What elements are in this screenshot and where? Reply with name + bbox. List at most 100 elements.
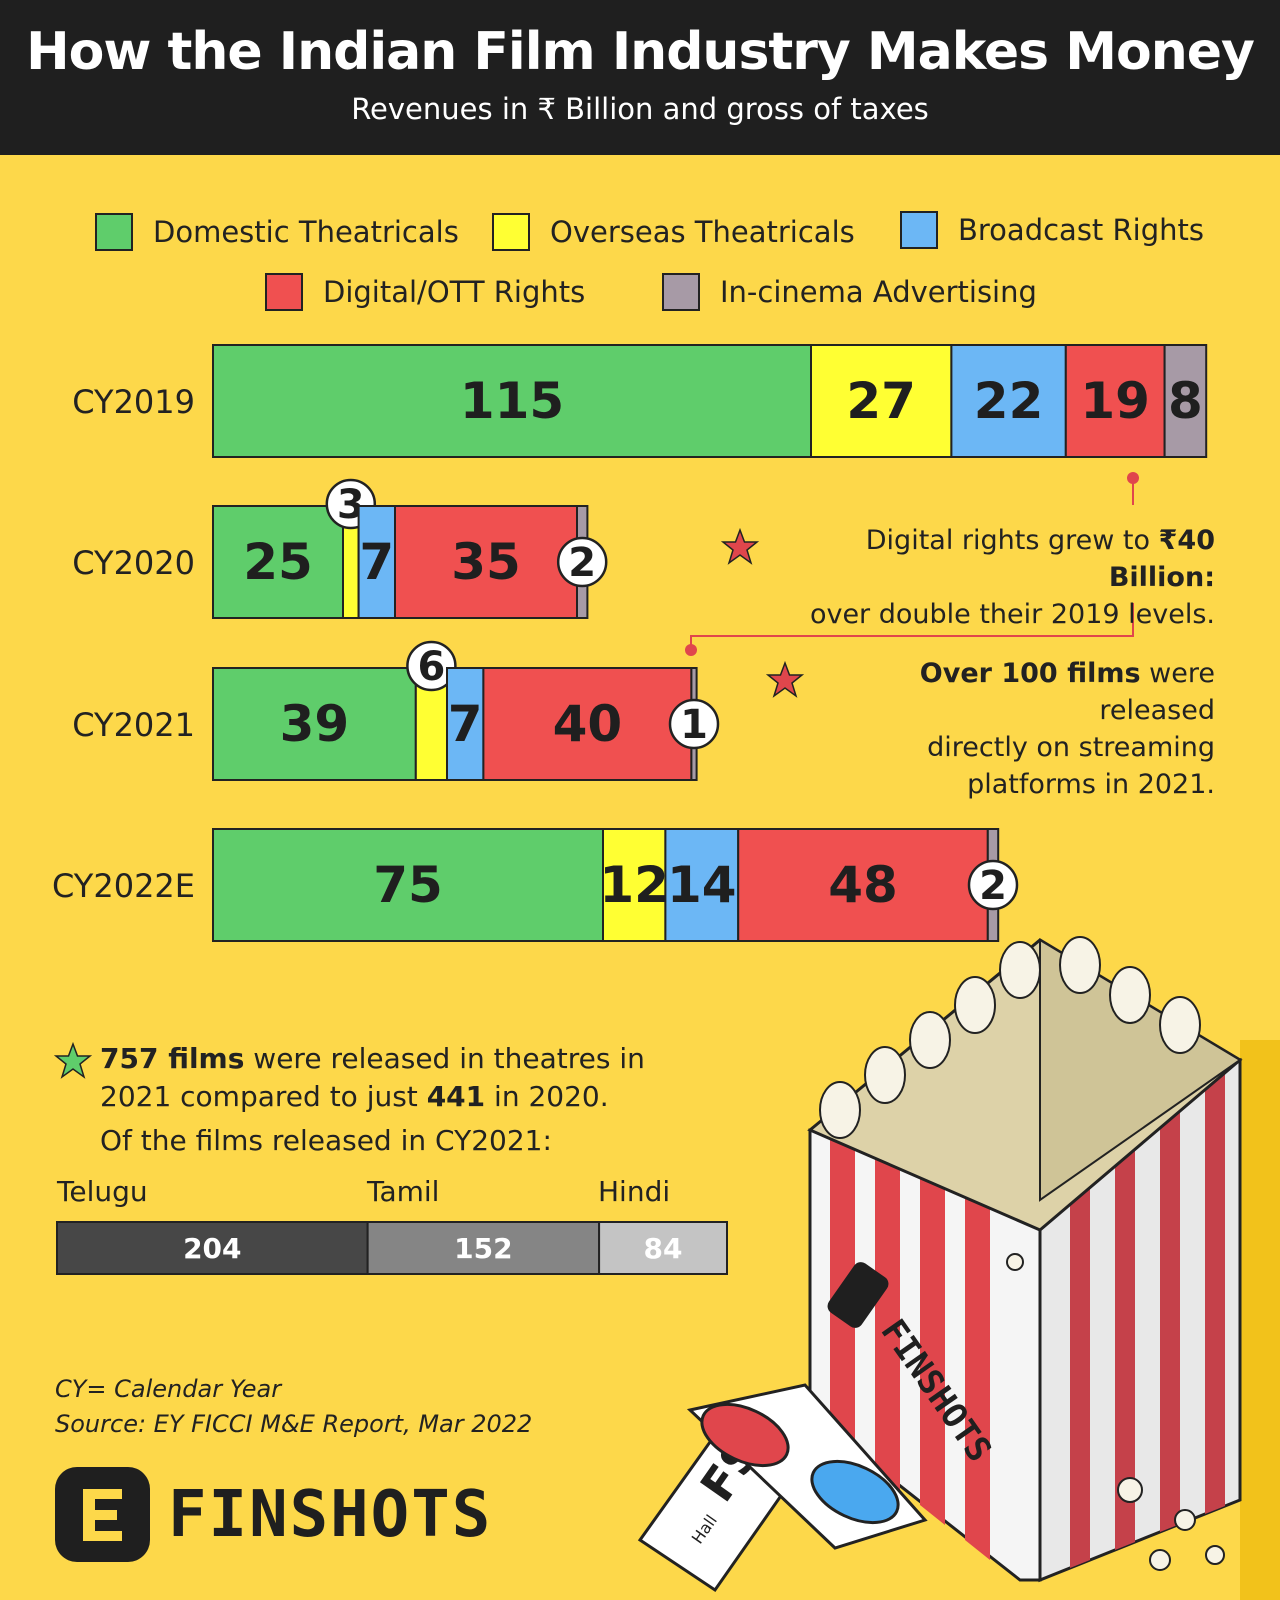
legend-swatch xyxy=(492,213,530,251)
popcorn-kernels xyxy=(1006,1253,1225,1571)
brand-logo: FINSHOTS xyxy=(55,1467,492,1562)
bar-segment xyxy=(664,828,740,942)
note-text: were released in theatres in xyxy=(244,1042,645,1075)
language-bar-segment xyxy=(56,1221,369,1275)
bar-segment xyxy=(1064,344,1166,458)
data-label-badge xyxy=(556,536,608,588)
note-text: Digital rights grew to xyxy=(865,525,1159,556)
note-text: over double their 2019 levels. xyxy=(809,599,1215,630)
logo-mark-icon xyxy=(827,1262,889,1328)
star-icon xyxy=(53,1041,93,1079)
data-label: 35 xyxy=(451,533,521,591)
bar-segment xyxy=(212,667,417,781)
data-label: 48 xyxy=(828,856,898,914)
language-bar-segment xyxy=(598,1221,728,1275)
footnote: CY= Calendar Year Source: EY FICCI M&E R… xyxy=(55,1372,532,1442)
data-label: 2 xyxy=(979,863,1007,909)
legend-item-advertising: In-cinema Advertising xyxy=(662,270,1037,314)
language-value-label: 152 xyxy=(454,1232,512,1265)
bar-segment xyxy=(602,828,667,942)
data-label-badge xyxy=(668,698,720,750)
data-label: 14 xyxy=(667,856,737,914)
category-label: CY2020 xyxy=(72,544,195,582)
data-label: 25 xyxy=(243,533,313,591)
bar-segment xyxy=(482,667,693,781)
star-icon xyxy=(720,527,760,565)
legend-item-domestic: Domestic Theatricals xyxy=(95,210,459,254)
popcorn-box-illustration: FINSHOTS FS Hall xyxy=(637,936,1280,1600)
note-bold: ₹40 Billion: xyxy=(1108,525,1215,593)
data-label: 12 xyxy=(599,856,669,914)
note-text: 2021 compared to just xyxy=(100,1080,427,1113)
bar-segment xyxy=(394,505,578,619)
bar-segment xyxy=(1163,344,1208,458)
legend-item-overseas: Overseas Theatricals xyxy=(492,210,855,254)
category-label: CY2022E xyxy=(52,867,195,905)
annotation-connectors xyxy=(685,472,1139,656)
data-label: 40 xyxy=(553,695,623,753)
note-text: platforms in 2021. xyxy=(967,769,1215,800)
data-label: 75 xyxy=(373,856,443,914)
bar-segment xyxy=(212,828,604,942)
legend-label: Broadcast Rights xyxy=(958,213,1204,247)
data-label: 2 xyxy=(568,540,596,586)
language-value-label: 204 xyxy=(183,1232,241,1265)
brand-mark-icon xyxy=(55,1467,150,1562)
legend-label: Domestic Theatricals xyxy=(153,215,459,249)
note-text: directly on streaming xyxy=(927,732,1215,763)
data-label: 39 xyxy=(280,695,350,753)
lang-label-hindi: Hindi xyxy=(598,1175,671,1208)
data-label: 115 xyxy=(460,372,564,430)
note-bold: 757 films xyxy=(100,1042,245,1075)
data-label-badge xyxy=(967,859,1019,911)
footnote-line: CY= Calendar Year xyxy=(55,1375,282,1403)
data-label: 22 xyxy=(974,372,1044,430)
data-label: 8 xyxy=(1168,372,1203,430)
legend-swatch xyxy=(662,273,700,311)
legend-swatch xyxy=(900,211,938,249)
category-label: CY2021 xyxy=(72,706,195,744)
data-label: 1 xyxy=(680,702,708,748)
header: How the Indian Film Industry Makes Money… xyxy=(0,0,1280,155)
legend-label: Overseas Theatricals xyxy=(550,215,855,249)
data-label: 19 xyxy=(1080,372,1150,430)
footnote-line: Source: EY FICCI M&E Report, Mar 2022 xyxy=(55,1410,533,1438)
data-label: 6 xyxy=(417,644,445,690)
digital-rights-note: Digital rights grew to ₹40 Billion: over… xyxy=(765,522,1215,633)
connector-dot xyxy=(685,644,697,656)
data-label-badge xyxy=(406,640,457,692)
legend-label: Digital/OTT Rights xyxy=(323,275,586,309)
data-label: 27 xyxy=(846,372,916,430)
language-bar-segment xyxy=(366,1221,601,1275)
streaming-note: Over 100 films were released directly on… xyxy=(810,655,1215,803)
bar-segment xyxy=(212,344,812,458)
data-label: 7 xyxy=(448,695,483,753)
star-icon xyxy=(765,660,805,698)
category-label: CY2019 xyxy=(72,383,195,421)
connector-dot xyxy=(1127,472,1139,484)
legend-item-broadcast: Broadcast Rights xyxy=(900,208,1204,252)
legend-swatch xyxy=(95,213,133,251)
page-title: How the Indian Film Industry Makes Money xyxy=(26,22,1255,82)
bar-segment xyxy=(950,344,1067,458)
data-label: 7 xyxy=(359,533,394,591)
lang-label-telugu: Telugu xyxy=(57,1175,148,1208)
note-text: were released xyxy=(1099,658,1215,726)
note-bold: 441 xyxy=(426,1080,486,1113)
3d-glasses-icon xyxy=(686,1383,928,1550)
connector-line xyxy=(690,603,1134,650)
legend-item-digital: Digital/OTT Rights xyxy=(265,270,585,314)
theatre-note: 757 films were released in theatres in 2… xyxy=(100,1040,700,1160)
note-bold: Over 100 films xyxy=(919,658,1141,689)
lang-label-tamil: Tamil xyxy=(367,1175,440,1208)
legend-swatch xyxy=(265,273,303,311)
note-text: in 2020. xyxy=(485,1080,609,1113)
bar-segment xyxy=(212,505,344,619)
language-value-label: 84 xyxy=(644,1232,683,1265)
note-text: Of the films released in CY2021: xyxy=(100,1124,552,1157)
page-subtitle: Revenues in ₹ Billion and gross of taxes xyxy=(351,92,929,126)
brand-name: FINSHOTS xyxy=(168,1477,493,1552)
bar-segment xyxy=(737,828,989,942)
legend-label: In-cinema Advertising xyxy=(720,275,1037,309)
